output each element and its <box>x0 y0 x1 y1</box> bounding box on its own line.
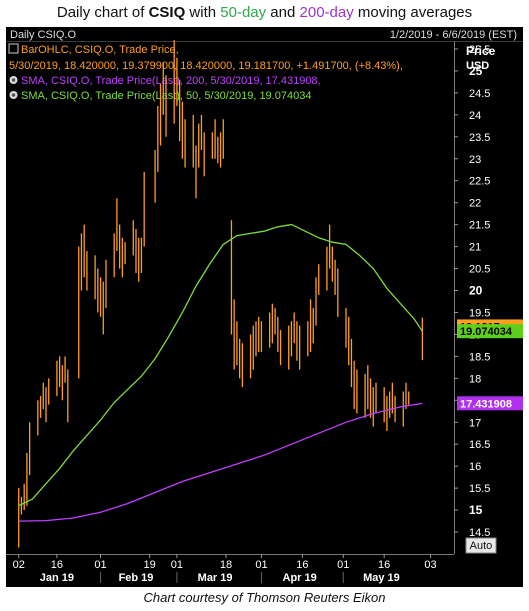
y-tick-label: 25.5 <box>469 44 490 56</box>
y-tick-label: 20.5 <box>469 264 490 276</box>
moving-averages <box>18 223 423 522</box>
chart-name: Daily CSIQ.O <box>10 29 76 41</box>
y-tick-label: 18.5 <box>469 351 490 363</box>
sma200-line <box>18 402 423 522</box>
auto-scale-button[interactable]: Auto <box>465 537 497 554</box>
chart-caption: Chart courtesy of Thomson Reuters Eikon <box>143 590 386 605</box>
month-label: Feb 19 <box>119 572 154 584</box>
chart-title: Daily chart of CSIQ with 50-day and 200-… <box>56 4 473 21</box>
legend-ohlc-line1: BarOHLC, CSIQ.O, Trade Price, <box>21 44 179 56</box>
sma200-tag-text: 17.431908 <box>460 398 512 410</box>
sma50-line <box>18 223 423 507</box>
y-axis: 14.51515.51616.51717.51818.51919.52020.5… <box>454 41 490 554</box>
x-tick-label: 01 <box>337 559 349 571</box>
y-tick-label: 22.5 <box>469 176 490 188</box>
sma200-tag <box>457 396 523 411</box>
month-label: Mar 19 <box>198 572 233 584</box>
legend-sma200: SMA, CSIQ.O, Trade Price(Last), 200, 5/3… <box>21 75 321 87</box>
y-tick-label: 24.5 <box>469 88 490 100</box>
x-tick-label: 19 <box>144 559 156 571</box>
y-tick-label: 15 <box>469 503 483 517</box>
y-tick-label: 21 <box>469 242 481 254</box>
title-ma200: 200-day <box>299 4 354 21</box>
x-axis: 02 16 01 19 01 18 01 16 01 16 03 Jan 19 Feb 19 Mar 19… <box>6 554 454 584</box>
y-tick-label: 20 <box>469 284 483 298</box>
x-tick-label: 01 <box>94 559 106 571</box>
y-tick-label: 16.5 <box>469 439 490 451</box>
x-tick-label: 03 <box>424 559 436 571</box>
x-tick-label: 01 <box>255 559 267 571</box>
plot-area: 14.51515.51616.51717.51818.51919.52020.5… <box>6 40 523 584</box>
x-tick-label: 16 <box>51 559 63 571</box>
axis-title: Price <box>466 44 496 58</box>
y-tick-label: 23.5 <box>469 132 490 144</box>
price-chart[interactable]: Daily CSIQ.O 1/2/2019 - 6/6/2019 (EST) P… <box>6 27 523 587</box>
x-tick-label: 18 <box>220 559 232 571</box>
legend-eye-icon[interactable] <box>9 91 18 99</box>
x-tick-label: 16 <box>378 559 390 571</box>
month-label: Jan 19 <box>40 572 74 584</box>
y-tick-label: 23 <box>469 154 481 166</box>
sma50-tag <box>457 324 523 339</box>
y-tick-label: 18 <box>469 373 481 385</box>
date-range: 1/2/2019 - 6/6/2019 (EST) <box>390 29 517 41</box>
legend-box-ohlc[interactable] <box>8 43 19 54</box>
legend-ohlc-line2: 5/30/2019, 18.420000, 19.379900, 18.4200… <box>9 60 403 72</box>
month-label: Apr 19 <box>283 572 317 584</box>
auto-label: Auto <box>470 540 493 552</box>
price-bars <box>18 40 424 548</box>
title-ma50: 50-day <box>220 4 267 21</box>
x-tick-label: 02 <box>13 559 25 571</box>
chart-panel[interactable]: Daily CSIQ.O 1/2/2019 - 6/6/2019 (EST) P… <box>6 27 523 587</box>
x-tick-label: 01 <box>171 559 183 571</box>
y-tick-label: 24 <box>469 110 481 122</box>
y-tick-label: 25 <box>469 64 483 78</box>
y-tick-label: 21.5 <box>469 220 490 232</box>
y-tick-label: 15.5 <box>469 483 490 495</box>
title-ticker: CSIQ <box>148 4 186 21</box>
y-tick-label: 14.5 <box>469 527 490 539</box>
y-tick-label: 17 <box>469 417 481 429</box>
y-tick-label: 22 <box>469 198 481 210</box>
y-tick-label: 19.5 <box>469 307 490 319</box>
x-tick-label: 16 <box>296 559 308 571</box>
legend: BarOHLC, CSIQ.O, Trade Price, 5/30/2019,… <box>8 43 403 102</box>
y-tick-label: 16 <box>469 461 481 473</box>
legend-eye-icon[interactable] <box>9 76 18 84</box>
axis-unit: USD <box>466 60 489 72</box>
month-label: May 19 <box>363 572 400 584</box>
sma50-tag-text: 19.074034 <box>460 326 513 338</box>
